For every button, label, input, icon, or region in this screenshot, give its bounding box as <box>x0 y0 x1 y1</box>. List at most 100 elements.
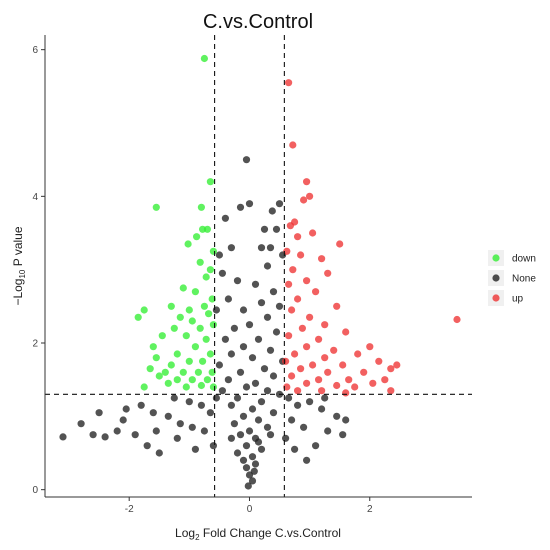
x-tick-label: 0 <box>247 504 253 515</box>
point-none-61 <box>242 464 251 472</box>
point-down-8 <box>209 247 217 255</box>
point-down-36 <box>167 361 175 369</box>
point-up-25 <box>342 328 350 336</box>
point-none-103 <box>300 423 308 431</box>
y-tick-label: 0 <box>32 485 38 496</box>
point-none-51 <box>230 420 238 428</box>
point-up-22 <box>321 321 329 329</box>
point-down-38 <box>161 368 169 376</box>
x-tick-label: 2 <box>367 504 373 515</box>
legend-marker-none <box>492 274 500 282</box>
point-none-42 <box>218 387 226 395</box>
point-none-47 <box>248 405 257 413</box>
point-none-110 <box>282 434 290 442</box>
point-none-70 <box>59 433 67 441</box>
point-down-26 <box>182 332 190 340</box>
point-none-57 <box>257 445 266 453</box>
point-up-29 <box>330 346 338 354</box>
point-none-29 <box>239 343 248 351</box>
chart-title: C.vs.Control <box>203 11 313 33</box>
point-none-74 <box>119 416 127 424</box>
point-up-1 <box>289 141 297 149</box>
point-none-88 <box>170 394 178 402</box>
point-none-96 <box>285 394 293 402</box>
point-down-11 <box>202 273 210 281</box>
point-up-15 <box>303 277 311 285</box>
point-none-19 <box>257 299 266 307</box>
point-none-63 <box>248 477 257 485</box>
point-up-7 <box>309 229 317 237</box>
point-none-56 <box>242 442 251 450</box>
point-none-95 <box>95 409 103 417</box>
point-none-109 <box>321 394 329 402</box>
point-none-38 <box>224 376 232 384</box>
point-none-37 <box>269 372 278 380</box>
point-up-24 <box>298 324 306 332</box>
point-up-51 <box>351 383 359 391</box>
point-up-52 <box>387 387 395 395</box>
point-none-107 <box>291 445 299 453</box>
point-up-8 <box>294 233 302 241</box>
point-down-39 <box>179 368 187 376</box>
point-down-27 <box>158 332 166 340</box>
point-none-99 <box>318 405 326 413</box>
point-none-67 <box>254 438 263 446</box>
point-none-21 <box>275 302 284 310</box>
point-down-42 <box>155 372 163 380</box>
legend-marker-up <box>492 294 500 302</box>
point-down-30 <box>191 343 199 351</box>
point-none-90 <box>206 409 214 417</box>
point-up-54 <box>318 387 326 395</box>
point-down-47 <box>197 381 205 390</box>
point-down-13 <box>191 288 199 296</box>
point-down-41 <box>208 368 216 376</box>
point-down-34 <box>185 357 193 365</box>
point-down-32 <box>206 350 214 358</box>
point-up-33 <box>321 354 329 362</box>
point-up-48 <box>369 379 377 387</box>
point-up-10 <box>283 247 291 255</box>
point-up-27 <box>315 335 323 343</box>
point-up-53 <box>294 387 302 395</box>
point-none-75 <box>131 431 139 439</box>
point-none-39 <box>251 379 260 387</box>
x-axis-label: Log2 Fold Change C.vs.Control <box>175 526 341 542</box>
point-down-35 <box>199 357 207 365</box>
point-down-33 <box>152 354 160 362</box>
point-up-46 <box>381 376 389 384</box>
point-none-24 <box>245 321 254 329</box>
point-down-7 <box>184 240 192 248</box>
point-down-50 <box>209 383 217 391</box>
point-none-106 <box>312 442 320 450</box>
y-tick-label: 6 <box>32 45 38 56</box>
point-down-40 <box>194 368 202 376</box>
y-tick-label: 2 <box>32 339 38 350</box>
point-none-50 <box>254 416 263 424</box>
point-none-81 <box>164 412 172 420</box>
point-none-10 <box>215 251 223 259</box>
point-up-49 <box>333 381 341 390</box>
point-none-86 <box>185 398 193 406</box>
point-none-30 <box>266 346 275 354</box>
point-up-45 <box>345 376 353 384</box>
point-down-19 <box>176 313 184 321</box>
point-none-3 <box>275 200 284 208</box>
point-up-35 <box>282 357 290 365</box>
point-down-5 <box>203 225 211 233</box>
point-none-35 <box>260 365 269 373</box>
point-up-21 <box>306 313 314 321</box>
point-down-16 <box>200 302 208 310</box>
point-none-40 <box>242 383 251 391</box>
point-up-30 <box>366 343 374 351</box>
point-up-28 <box>303 343 311 351</box>
point-none-100 <box>333 412 341 420</box>
legend-label-down: down <box>512 254 536 265</box>
point-none-98 <box>306 398 314 406</box>
point-down-43 <box>173 376 181 384</box>
point-none-2 <box>236 203 245 211</box>
point-up-23 <box>453 315 461 324</box>
point-none-78 <box>122 405 130 413</box>
point-up-41 <box>324 368 332 376</box>
point-none-46 <box>227 401 235 409</box>
point-none-52 <box>263 423 272 431</box>
